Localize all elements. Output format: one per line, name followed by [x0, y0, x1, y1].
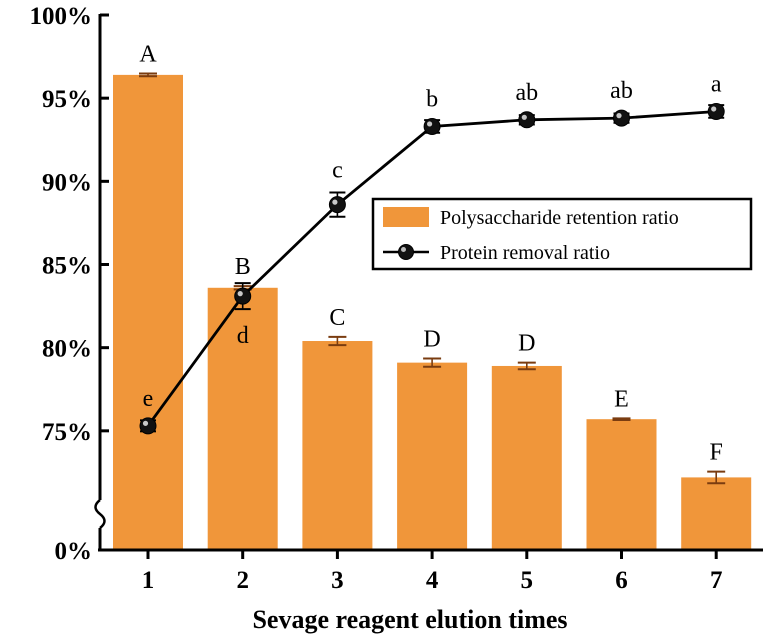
line-point-highlight — [616, 113, 622, 119]
bar-error-bar-4 — [423, 357, 442, 368]
bar-significance-label: E — [614, 386, 629, 412]
line-point-6 — [613, 109, 630, 127]
legend: Polysaccharide retention ratio Protein r… — [371, 197, 753, 271]
y-tick-label: 90% — [42, 169, 92, 196]
line-significance-label: ab — [610, 78, 633, 104]
y-tick-label: 80% — [42, 336, 92, 363]
line-significance-label: a — [711, 71, 722, 97]
legend-marker-highlight — [401, 247, 406, 252]
line-point-highlight — [711, 106, 717, 112]
x-tick-label: 5 — [521, 567, 534, 594]
bar-significance-label: C — [329, 305, 345, 331]
bar-4 — [397, 362, 468, 550]
bar-error-bar-7 — [707, 470, 726, 485]
bar-error-bar-3 — [328, 335, 347, 347]
line-significance-label: d — [237, 323, 249, 349]
y-tick-label: 75% — [42, 419, 92, 446]
bar-significance-label: F — [710, 440, 723, 466]
line-point-highlight — [237, 291, 243, 297]
line-point-7 — [707, 102, 725, 120]
bar-7 — [681, 477, 752, 550]
line-series — [139, 102, 725, 435]
legend-box — [371, 197, 753, 271]
legend-label-polysaccharide: Polysaccharide retention ratio — [440, 207, 679, 229]
legend-swatch-bar — [383, 207, 429, 227]
line-point-highlight — [332, 199, 338, 205]
bar-6 — [586, 419, 657, 550]
bar-3 — [302, 341, 373, 550]
bar-error-bar-5 — [517, 361, 536, 371]
legend-label-protein: Protein removal ratio — [440, 242, 610, 264]
bar-5 — [491, 365, 562, 550]
line-point-highlight — [142, 420, 149, 426]
line-significance-label: ab — [515, 80, 538, 106]
x-tick-label: 3 — [331, 567, 344, 594]
x-tick-label: 2 — [236, 567, 249, 594]
y-tick-label: 85% — [42, 253, 92, 280]
line-significance-label: b — [426, 86, 438, 112]
line-point-highlight — [427, 121, 433, 127]
bar-error-bar-6 — [612, 417, 631, 422]
bar-1 — [113, 74, 183, 550]
line-significance-label: c — [332, 158, 343, 184]
line-point-1 — [139, 417, 157, 435]
line-point-highlight — [521, 114, 527, 120]
bar-significance-label: D — [423, 326, 440, 352]
line-point-4 — [423, 117, 441, 135]
bar-significance-label: A — [139, 42, 157, 68]
bar-significance-label: D — [518, 331, 535, 357]
line-point-3 — [328, 196, 346, 214]
x-tick-label: 4 — [426, 567, 439, 594]
data-labels: A B C D D E Fe d c b ab ab a — [139, 42, 723, 466]
y-tick-label: 0% — [55, 538, 93, 565]
axes: 0% 75% 80% 85% 90% 95% 100% 1 2 3 4 5 6 7 — [30, 3, 763, 594]
bar-significance-label: B — [235, 254, 251, 280]
y-tick-label: 95% — [42, 86, 92, 113]
x-axis-title: Sevage reagent elution times — [252, 605, 567, 634]
y-tick-label: 100% — [30, 3, 93, 30]
y-axis-break — [94, 499, 106, 529]
x-tick-label: 1 — [142, 567, 155, 594]
bar-error-bar-1 — [139, 72, 157, 78]
x-tick-label: 7 — [710, 567, 723, 594]
legend-marker-sample — [398, 244, 414, 260]
line-significance-label: e — [143, 386, 154, 412]
bar-2 — [207, 287, 278, 550]
line-point-2 — [234, 287, 252, 305]
x-tick-label: 6 — [615, 567, 628, 594]
line-point-5 — [518, 111, 536, 129]
bar-series — [113, 72, 752, 550]
